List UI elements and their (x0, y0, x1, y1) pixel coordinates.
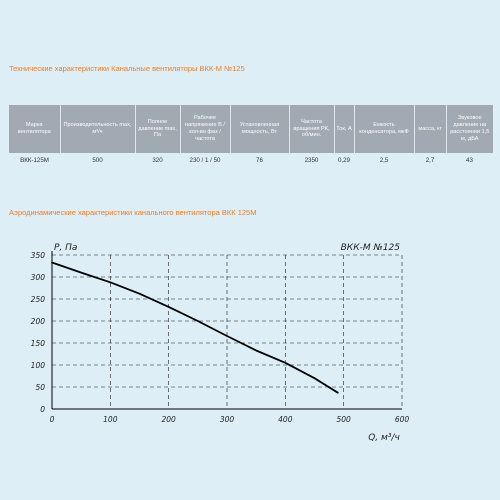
series-line (51, 261, 339, 394)
x-tick-label: 0 (50, 415, 55, 424)
x-tick-label: 500 (337, 415, 352, 424)
y-tick-label: 50 (35, 383, 45, 392)
specs-table: Марка вентилятора Производительность max,… (9, 105, 493, 167)
y-tick-label: 0 (40, 405, 45, 414)
column-header: масса, кг (414, 105, 447, 153)
column-header: Рабочее напряжение В / кол-во фаз / част… (180, 105, 231, 153)
y-tick-label: 300 (31, 273, 46, 282)
x-tick-label: 300 (220, 415, 235, 424)
column-header: Марка вентилятора (9, 105, 61, 153)
pressure-flow-chart: 0 100 200 300 400 500 600 0 50 100 150 200 250 300 350… (31, 243, 410, 443)
y-tick-label: 350 (31, 251, 46, 260)
y-tick-label: 250 (31, 295, 46, 304)
table-cell: 2350 (304, 156, 319, 164)
specs-header-row: Марка вентилятора Производительность max,… (9, 105, 493, 153)
x-tick-label: 600 (395, 415, 410, 424)
chart-title: ВКК-М №125 (341, 243, 401, 253)
column-header: Производительность max, м³/ч (60, 105, 136, 153)
table-row: ВКК-125М 500 320 230 / 1 / 50 76 2350 0,29 2,5 2… (9, 153, 493, 167)
specs-table-body: ВКК-125М 500 320 230 / 1 / 50 76 2350 0,29 2,5 2… (9, 153, 493, 167)
table-cell: 76 (256, 156, 263, 164)
table-cell: 43 (466, 156, 473, 164)
specs-section-title: Технические характеристики Канальные вен… (9, 64, 245, 73)
table-cell: ВКК-125М (20, 156, 49, 164)
chart-section-title: Аэродинамические характеристики канально… (9, 208, 257, 217)
table-cell: 2,5 (379, 156, 389, 164)
table-cell: 230 / 1 / 50 (189, 156, 221, 164)
y-tick-label: 150 (31, 339, 46, 348)
table-cell: 0,29 (337, 156, 351, 164)
x-tick-label: 200 (162, 415, 177, 424)
y-tick-label: 100 (31, 361, 46, 370)
table-cell: 320 (152, 156, 163, 164)
column-header: Емкость конденсатора, мкФ (354, 105, 415, 153)
x-tick-label: 100 (103, 415, 118, 424)
y-axis-label: Р, Па (54, 243, 77, 253)
table-cell: 2,7 (425, 156, 435, 164)
column-header: Частота вращения РК, об/мин. (289, 105, 335, 153)
column-header: Полное давление max, Па (135, 105, 181, 153)
column-header: Установленная мощность, Вт (230, 105, 290, 153)
table-cell: 500 (92, 156, 103, 164)
x-axis-label: Q, м³/ч (368, 433, 400, 443)
column-header: Звуковое давление на расстоянии 1,5 м, д… (446, 105, 493, 153)
y-tick-label: 200 (31, 317, 46, 326)
column-header: Ток, А (334, 105, 355, 153)
x-tick-label: 400 (278, 415, 293, 424)
